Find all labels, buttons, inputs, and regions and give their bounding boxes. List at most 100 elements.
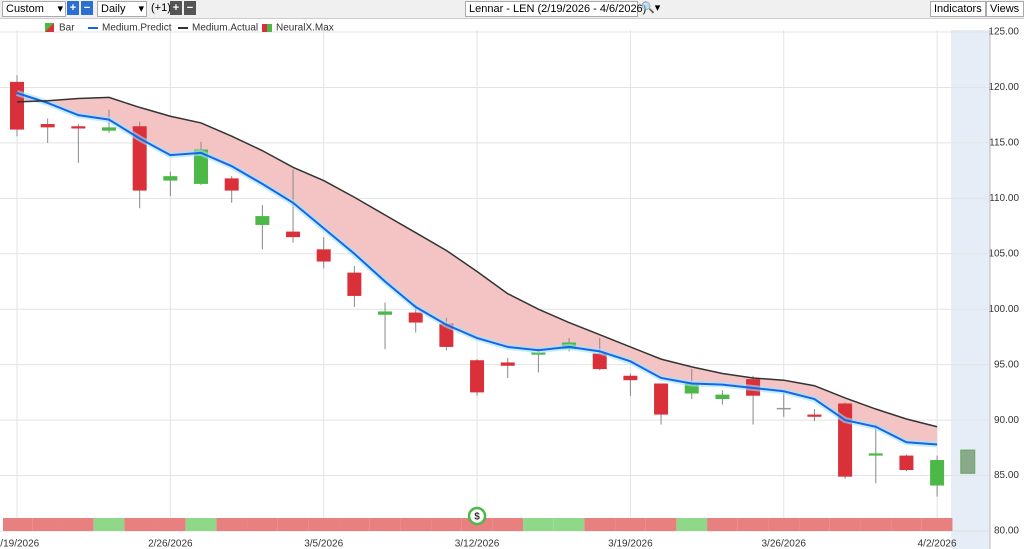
y-tick-label: 100.00 (988, 304, 1019, 315)
signal-segment (860, 518, 892, 531)
interval-text: Daily (101, 3, 126, 15)
signal-segment (277, 518, 309, 531)
signal-segment (63, 518, 94, 531)
signal-segment (492, 518, 524, 531)
signal-segment (247, 518, 278, 531)
offset-minus[interactable]: − (184, 1, 196, 15)
signal-segment (584, 518, 616, 531)
signal-segment (124, 518, 156, 531)
offset-plus[interactable]: + (170, 1, 182, 15)
views-button[interactable]: Views (986, 1, 1024, 17)
chart: 80.00 85.00 90.00 95.00 100.00 105.00 110.00 11… (0, 23, 1019, 549)
signal-segment (615, 518, 646, 531)
y-tick-label: 125.00 (988, 27, 1019, 38)
x-tick-label: 3/19/2026 (608, 539, 653, 549)
y-tick-label: 120.00 (988, 82, 1019, 93)
signal-segment (737, 518, 769, 531)
candle-body (807, 414, 822, 417)
signal-segment (216, 518, 248, 531)
signal-segment (185, 518, 217, 531)
signal-segment (523, 518, 554, 531)
legend-icon (267, 24, 272, 32)
y-tick-label: 110.00 (989, 193, 1019, 204)
candle-body (715, 394, 730, 400)
candle-body (40, 124, 55, 128)
range-select[interactable]: Custom ▾ (2, 1, 66, 17)
x-tick-label: 4/2/2026 (918, 539, 957, 549)
candle-body (194, 149, 209, 184)
toolbar: Custom ▾ + − Daily ▾ (+1) + − Lennar - LEN… (0, 0, 1024, 19)
candle-body (71, 126, 86, 129)
forecast-box (960, 449, 976, 474)
signal-segment (829, 518, 861, 531)
legend-label: Medium.Predict (102, 23, 172, 34)
signal-segment (707, 518, 738, 531)
candle-body (163, 176, 178, 181)
x-tick-label: 2/19/2026 (0, 539, 40, 549)
signal-segment (155, 518, 186, 531)
candle-body (776, 407, 791, 410)
signal-badge-bg (467, 506, 487, 526)
candle-body (592, 353, 607, 370)
candle-body (408, 312, 423, 323)
signal-segment (645, 518, 677, 531)
range-text: Custom (6, 3, 44, 15)
candle-body (500, 362, 515, 366)
symbol-box[interactable]: Lennar - LEN (2/19/2026 - 4/6/2026) (465, 1, 646, 17)
signal-segment (3, 518, 33, 531)
legend-label: NeuralX.Max (276, 23, 334, 34)
signal-segment (768, 518, 800, 531)
search-icon[interactable]: 🔍▾ (641, 2, 661, 14)
candle-body (316, 249, 331, 262)
legend-label: Bar (59, 23, 75, 34)
candle-body (623, 375, 638, 381)
candle-body (10, 81, 24, 130)
candle-body (102, 127, 117, 131)
candle-body (347, 272, 362, 296)
candle-body (286, 231, 301, 238)
zoom-out[interactable]: − (81, 1, 93, 15)
zoom-in[interactable]: + (67, 1, 79, 15)
candle-body (930, 460, 945, 486)
y-tick-label: 85.00 (994, 470, 1019, 481)
candle-body (684, 383, 699, 394)
signal-segment (891, 518, 922, 531)
x-tick-label: 3/12/2026 (455, 539, 500, 549)
signal-segment (676, 518, 708, 531)
y-tick-label: 90.00 (994, 415, 1019, 426)
x-tick-label: 3/5/2026 (304, 539, 343, 549)
x-tick-label: 3/26/2026 (762, 539, 807, 549)
y-tick-label: 95.00 (994, 359, 1019, 370)
candle-body (531, 352, 546, 355)
signal-segment (369, 518, 401, 531)
candle-body (378, 311, 393, 315)
candle-body (654, 383, 669, 415)
line (16, 92, 938, 446)
line (16, 96, 938, 428)
legend-icon (45, 23, 54, 32)
interval-select[interactable]: Daily ▾ (97, 1, 147, 17)
signal-segment (308, 518, 340, 531)
indicators-button[interactable]: Indicators (930, 1, 986, 17)
signal-badge: $ (474, 512, 480, 523)
signal-segment (32, 518, 64, 531)
y-tick-label: 105.00 (988, 248, 1019, 259)
x-tick-label: 2/26/2026 (148, 539, 193, 549)
signal-segment (93, 518, 125, 531)
candle-body (470, 360, 485, 393)
candle-body (255, 216, 270, 225)
candle-body (899, 455, 914, 471)
signal-segment (553, 518, 585, 531)
y-tick-label: 115.00 (989, 138, 1019, 149)
offset: (+1) (151, 2, 171, 14)
legend-icon (262, 24, 267, 32)
candle-body (224, 178, 239, 191)
y-tick-label: 80.00 (994, 526, 1019, 537)
signal-segment (400, 518, 432, 531)
signal-segment (431, 518, 462, 531)
legend-label: Medium.Actual (192, 23, 258, 34)
signal-segment (799, 518, 830, 531)
signal-segment (921, 518, 953, 531)
candle-body (868, 453, 883, 456)
signal-segment (339, 518, 370, 531)
